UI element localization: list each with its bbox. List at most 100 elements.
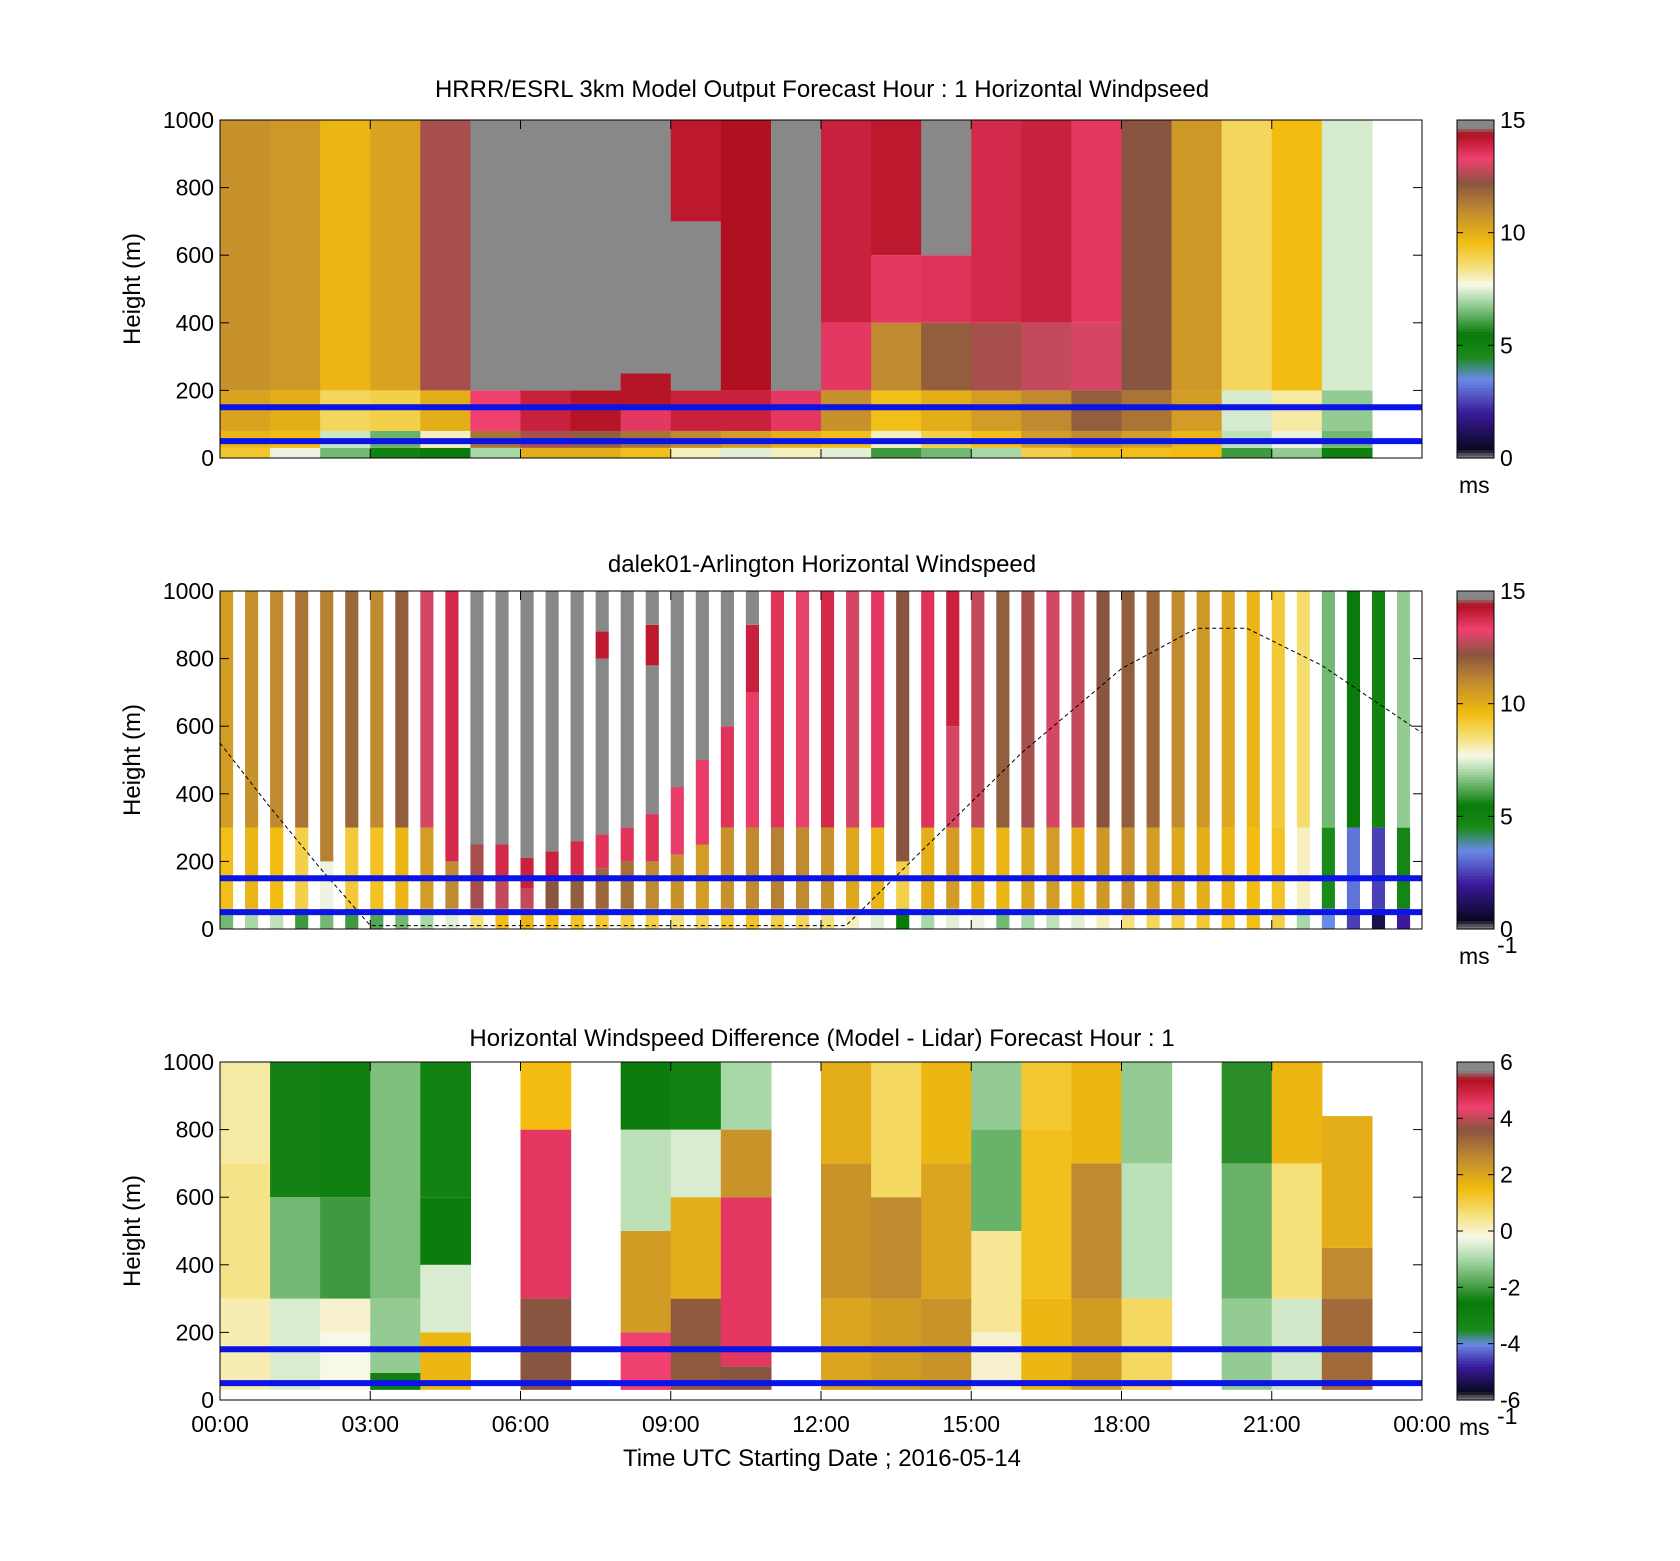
colorbar-segment (1457, 421, 1494, 425)
colorbar-segment (1457, 1152, 1494, 1156)
heatmap-cell (620, 861, 634, 909)
colorbar-segment (1457, 227, 1494, 231)
x-tick-label: 15:00 (942, 1411, 1000, 1437)
colorbar-segment (1457, 418, 1494, 422)
colorbar-segment (1457, 644, 1494, 648)
heatmap-cells (220, 120, 1373, 458)
heatmap-cell (545, 851, 559, 882)
heatmap-cell (921, 591, 935, 828)
heatmap-cell (821, 591, 835, 828)
colorbar-segment (1457, 398, 1494, 403)
colorbar-segment (1457, 1073, 1494, 1077)
colorbar-segment (1457, 869, 1494, 874)
colorbar-segment (1457, 652, 1494, 657)
colorbar-segment (1457, 1143, 1494, 1148)
heatmap-cell (270, 120, 321, 391)
heatmap-cell (395, 827, 409, 909)
colorbar-segment (1457, 1157, 1494, 1162)
colorbar-segment (1457, 782, 1494, 786)
colorbar-segment (1457, 799, 1494, 803)
colorbar-segment (1457, 258, 1494, 262)
colorbar-tick-label: 10 (1500, 691, 1526, 717)
colorbar-segment (1457, 1109, 1494, 1114)
colorbar-segment (1457, 1118, 1494, 1122)
colorbar-segment (1457, 1346, 1494, 1350)
colorbar-segment (1457, 412, 1494, 417)
colorbar-segment (1457, 619, 1494, 623)
y-tick-label: 0 (201, 445, 214, 471)
heatmap-cell (1171, 120, 1223, 391)
heatmap-cell (971, 1062, 1022, 1130)
heatmap-cell (996, 591, 1010, 828)
heatmap-cell (595, 631, 609, 659)
colorbar-segment (1457, 300, 1494, 304)
colorbar-segment (1457, 833, 1494, 837)
heatmap-cell (871, 1062, 922, 1198)
chart-title: HRRR/ESRL 3km Model Output Forecast Hour… (435, 76, 1209, 103)
colorbar-segment (1457, 1369, 1494, 1373)
heatmap-cell (1021, 390, 1073, 431)
colorbar-segment (1457, 328, 1494, 332)
colorbar-segment (1457, 793, 1494, 798)
colorbar-segment (1457, 1245, 1494, 1249)
colorbar-segment (1457, 810, 1494, 815)
heatmap-cell (345, 827, 359, 909)
colorbar-segment (1457, 280, 1494, 284)
panel-model: HRRR/ESRL 3km Model Output Forecast Hour… (119, 76, 1526, 498)
colorbar-segment (1457, 229, 1494, 234)
colorbar-segment (1457, 1121, 1494, 1125)
heatmap-cell (620, 1231, 672, 1333)
colorbar-segment (1457, 150, 1494, 155)
colorbar-segment (1457, 1188, 1494, 1193)
colorbar-segment (1457, 162, 1494, 166)
colorbar-segment (1457, 827, 1494, 832)
heatmap-cell (670, 447, 722, 458)
colorbar-segment (1457, 1363, 1494, 1367)
heatmap-cell (971, 1129, 1022, 1231)
colorbar-segment (1457, 864, 1494, 868)
colorbar-segment (1457, 148, 1494, 152)
colorbar-segment (1457, 190, 1494, 194)
colorbar-segment (1457, 427, 1494, 431)
colorbar-segment (1457, 1377, 1494, 1381)
heatmap-cell (295, 591, 309, 828)
colorbar: -6 -4 -2 0 2 4 6 (1456, 1049, 1521, 1413)
colorbar-segment (1457, 303, 1494, 307)
colorbar-frame (1456, 119, 1495, 459)
colorbar-segment (1457, 881, 1494, 885)
heatmap-cell (520, 591, 534, 859)
colorbar-segment (1457, 788, 1494, 792)
colorbar-segment (1457, 895, 1494, 899)
heatmap-cell (1071, 1062, 1123, 1164)
colorbar-segment (1457, 198, 1494, 203)
heatmap-cell (821, 1163, 872, 1299)
colorbar-segment (1457, 145, 1494, 149)
colorbar-segment (1457, 1261, 1494, 1266)
colorbar-segment (1457, 165, 1494, 169)
heatmap-cell (320, 120, 371, 391)
heatmap-cell (720, 120, 772, 391)
colorbar-segment (1457, 1383, 1494, 1387)
heatmap-cell (921, 390, 972, 431)
heatmap-cell (220, 1062, 271, 1164)
colorbar-segment (1457, 356, 1494, 361)
colorbar-segment (1457, 720, 1494, 724)
y-tick-label: 200 (176, 377, 214, 403)
colorbar-segment (1457, 748, 1494, 753)
heatmap-cell (370, 1062, 421, 1299)
y-tick-label: 800 (176, 175, 214, 201)
colorbar-segment (1457, 1087, 1494, 1091)
heatmap-cell (1271, 120, 1323, 391)
heatmap-cell (645, 624, 659, 666)
colorbar-segment (1457, 844, 1494, 848)
colorbar-segment (1457, 1231, 1494, 1235)
heatmap-cell (1396, 827, 1411, 909)
heatmap-cell (1071, 447, 1123, 458)
colorbar-segment (1457, 621, 1494, 626)
colorbar-segment (1457, 207, 1494, 211)
colorbar-segment (1457, 221, 1494, 225)
colorbar-segment (1457, 342, 1494, 346)
colorbar-segment (1457, 1338, 1494, 1342)
heatmap-cell (395, 591, 409, 828)
colorbar-segment (1457, 1222, 1494, 1226)
